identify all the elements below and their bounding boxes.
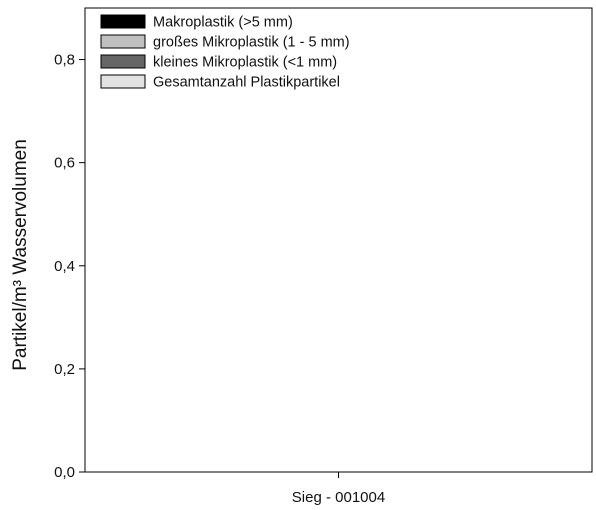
y-tick-label: 0,4	[54, 258, 75, 275]
legend-label: Gesamtanzahl Plastikpartikel	[153, 75, 340, 91]
y-tick-label: 0,6	[54, 155, 75, 172]
legend-label: Makroplastik (>5 mm)	[153, 15, 293, 31]
legend-swatch	[100, 34, 146, 49]
y-axis: 0,0 0,2 0,4 0,6 0,8	[54, 52, 85, 481]
x-axis: Sieg - 001004	[292, 472, 385, 506]
y-tick-label: 0,8	[54, 52, 75, 69]
legend-swatch	[100, 54, 146, 69]
legend-label: großes Mikroplastik (1 - 5 mm)	[153, 35, 350, 51]
legend-swatch	[100, 14, 146, 29]
legend: Makroplastik (>5 mm) großes Mikroplastik …	[100, 14, 350, 91]
y-axis-title: Partikel/m³ Wasservolumen	[10, 139, 31, 371]
y-tick-label: 0,0	[54, 464, 75, 481]
legend-label: kleines Mikroplastik (<1 mm)	[153, 55, 337, 71]
y-tick-label: 0,2	[54, 361, 75, 378]
legend-swatch	[100, 74, 146, 89]
x-tick-label: Sieg - 001004	[292, 489, 385, 506]
